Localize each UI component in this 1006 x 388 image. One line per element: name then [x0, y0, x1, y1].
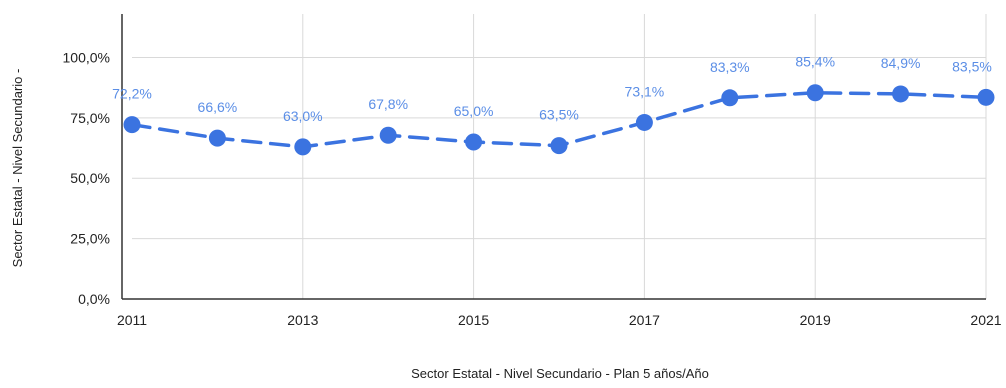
grid-lines	[132, 14, 987, 299]
axes	[121, 14, 986, 300]
y-tick-label: 25,0%	[70, 231, 110, 247]
data-label: 73,1%	[625, 83, 665, 99]
data-label: 84,9%	[881, 55, 921, 71]
y-tick-label: 50,0%	[70, 170, 110, 186]
data-label: 63,5%	[539, 107, 579, 123]
x-tick-labels: 2011 2013 2015 2017 2019 2021	[117, 312, 1002, 328]
x-tick-label: 2015	[458, 312, 489, 328]
x-tick-label: 2013	[287, 312, 318, 328]
data-label: 65,0%	[454, 103, 494, 119]
x-tick-label: 2011	[117, 312, 147, 328]
data-point	[977, 88, 995, 106]
data-point	[635, 113, 653, 131]
y-tick-labels: 0,0% 25,0% 50,0% 75,0% 100,0%	[63, 49, 110, 307]
data-point	[806, 84, 824, 102]
data-point	[379, 126, 397, 144]
data-labels: 72,2% 66,6% 63,0% 67,8% 65,0% 63,5% 73,1% 83,3%…	[112, 54, 992, 124]
data-label: 83,3%	[710, 59, 750, 75]
y-tick-label: 75,0%	[70, 110, 110, 126]
data-point	[892, 85, 910, 103]
x-tick-label: 2021	[970, 312, 1001, 328]
data-point	[208, 129, 226, 147]
data-label: 83,5%	[952, 58, 992, 74]
data-point	[721, 89, 739, 107]
data-label: 85,4%	[795, 54, 835, 70]
x-tick-label: 2017	[629, 312, 660, 328]
y-tick-label: 100,0%	[63, 49, 110, 65]
data-points	[123, 84, 995, 156]
data-label: 67,8%	[368, 96, 408, 112]
data-point	[294, 138, 312, 156]
y-axis-title: Sector Estatal - Nivel Secundario -	[10, 69, 25, 268]
data-point	[123, 116, 141, 134]
data-label: 66,6%	[198, 99, 238, 115]
x-axis-title: Sector Estatal - Nivel Secundario - Plan…	[411, 366, 709, 381]
data-label: 63,0%	[283, 108, 323, 124]
y-tick-label: 0,0%	[78, 291, 110, 307]
data-point	[465, 133, 483, 151]
data-point	[550, 137, 568, 155]
data-label: 72,2%	[112, 86, 152, 102]
x-tick-label: 2019	[800, 312, 831, 328]
